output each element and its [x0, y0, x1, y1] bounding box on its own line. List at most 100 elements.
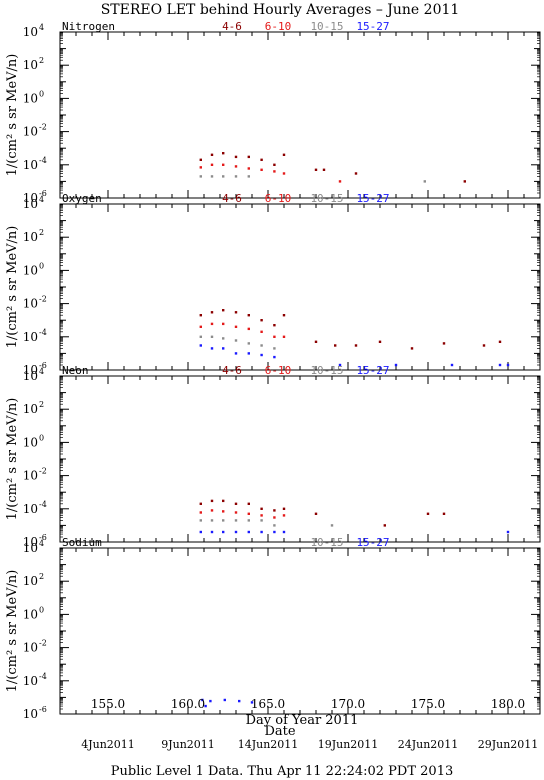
- data-point: [234, 519, 238, 522]
- plot-frame: [59, 31, 541, 199]
- y-tick-label: 10: [23, 641, 38, 655]
- y-tick-exponent: 2: [39, 400, 44, 409]
- data-point: [199, 502, 202, 506]
- data-point: [234, 175, 238, 178]
- y-tick-exponent: 2: [39, 572, 44, 581]
- y-tick-label: 10: [23, 535, 38, 549]
- date-label: Date: [264, 724, 295, 739]
- data-point: [234, 311, 238, 314]
- data-point: [199, 335, 202, 338]
- data-point: [199, 325, 202, 329]
- data-point: [282, 530, 286, 534]
- x-tick-label: 175.0: [411, 697, 445, 711]
- data-point: [282, 514, 286, 517]
- y-tick-exponent: -6: [39, 361, 47, 370]
- y-tick-exponent: 4: [39, 23, 44, 32]
- data-point: [498, 340, 502, 343]
- data-point: [260, 353, 263, 357]
- data-point: [282, 507, 286, 510]
- data-point: [222, 322, 225, 326]
- y-tick-label: 10: [23, 263, 38, 277]
- data-point: [209, 699, 212, 703]
- data-point: [222, 510, 225, 513]
- data-point: [210, 509, 214, 512]
- data-point: [222, 499, 225, 503]
- legend-entry: 6-10: [265, 20, 292, 33]
- y-tick-exponent: 4: [39, 195, 44, 204]
- data-point: [334, 344, 337, 347]
- x-tick-label: 180.0: [491, 697, 525, 711]
- data-point: [260, 158, 263, 162]
- element-label: Nitrogen: [62, 20, 115, 33]
- data-point: [354, 172, 358, 175]
- y-tick-label: 10: [23, 435, 38, 449]
- data-point: [282, 335, 286, 338]
- data-point: [322, 168, 326, 171]
- y-tick-exponent: -2: [39, 467, 47, 476]
- data-point: [204, 704, 207, 708]
- data-point: [354, 344, 358, 347]
- y-tick-label: 10: [23, 574, 38, 588]
- data-point: [338, 363, 342, 367]
- data-point: [260, 530, 263, 534]
- data-point: [234, 502, 238, 506]
- legend-entry: 10-15: [310, 536, 343, 549]
- y-tick-exponent: -2: [39, 639, 47, 648]
- y-tick-exponent: -4: [39, 672, 47, 681]
- legend-entry: 15-27: [356, 536, 389, 549]
- data-point: [426, 512, 430, 515]
- data-point: [201, 698, 204, 702]
- y-tick-exponent: -4: [39, 328, 47, 337]
- data-point: [210, 530, 214, 534]
- data-point: [498, 363, 502, 367]
- data-point: [282, 172, 286, 175]
- data-point: [247, 167, 250, 170]
- legend-entry: 10-15: [310, 364, 343, 377]
- y-tick-exponent: 0: [39, 433, 44, 442]
- y-tick-exponent: 0: [39, 605, 44, 614]
- data-point: [314, 340, 318, 343]
- data-point: [234, 352, 238, 355]
- data-point: [238, 699, 241, 703]
- data-point: [234, 155, 238, 159]
- y-tick-label: 10: [23, 707, 38, 721]
- data-point: [273, 323, 276, 327]
- data-point: [273, 335, 276, 338]
- x-tick-label: 160.0: [171, 697, 205, 711]
- data-point: [222, 175, 225, 178]
- y-tick-exponent: 0: [39, 89, 44, 98]
- data-point: [210, 322, 214, 326]
- data-point: [234, 325, 238, 329]
- date-ticks: 4Jun2011 9Jun2011 14Jun2011 19Jun2011 24Jun2…: [81, 738, 538, 751]
- y-tick-label: 10: [23, 58, 38, 72]
- legend-entry: 4-6: [222, 364, 242, 377]
- y-tick-label: 10: [23, 25, 38, 39]
- x-axis-label: Day of Year 2011: [246, 713, 359, 728]
- y-tick-exponent: -6: [39, 189, 47, 198]
- data-point: [273, 509, 276, 512]
- data-point: [247, 530, 250, 534]
- y-tick-label: 10: [23, 191, 38, 205]
- data-point: [247, 314, 250, 317]
- data-point: [199, 530, 202, 534]
- y-tick-exponent: 0: [39, 261, 44, 270]
- data-point: [260, 514, 263, 517]
- data-point: [260, 319, 263, 322]
- data-point: [260, 507, 263, 510]
- data-point: [222, 337, 225, 340]
- y-tick-label: 10: [23, 197, 38, 211]
- data-point: [260, 168, 263, 171]
- data-point: [199, 511, 202, 514]
- data-point: [273, 516, 276, 519]
- data-point: [314, 512, 318, 515]
- data-point: [247, 342, 250, 345]
- data-point: [482, 344, 486, 347]
- data-point: [378, 340, 382, 343]
- y-tick-label: 10: [23, 402, 38, 416]
